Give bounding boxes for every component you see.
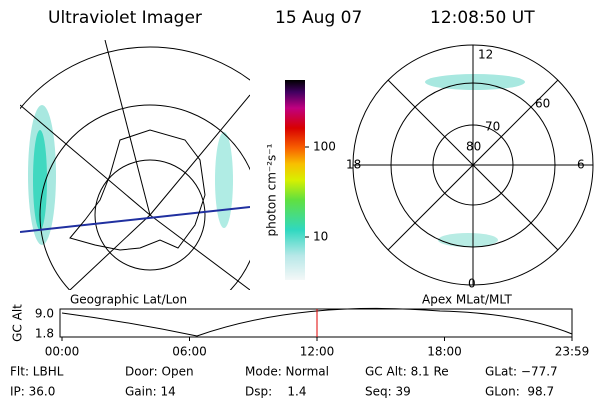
lat-circle	[39, 104, 250, 290]
info-field: Dsp: 1.4	[245, 385, 307, 399]
info-field: Gain: 14	[125, 385, 176, 399]
mlt-label: 18	[346, 158, 361, 172]
lon-line	[149, 214, 250, 290]
info-panel: Flt: LBHL Door: Open Mode: Normal GC Alt: 8…	[10, 365, 558, 399]
lat-circle	[20, 46, 250, 110]
title: Ultraviolet Imager	[48, 8, 202, 28]
y-tick-label: 9.0	[35, 307, 54, 321]
mlt-label: 6	[577, 158, 585, 172]
lon-line	[69, 214, 151, 290]
x-tick-label: 23:59	[555, 345, 590, 359]
x-tick-label: 06:00	[172, 345, 207, 359]
altitude-curve	[61, 307, 573, 337]
time: 12:08:50 UT	[430, 8, 535, 28]
y-axis-label: GC Alt	[11, 304, 25, 342]
colorbar-label: photon cm⁻²s⁻¹	[265, 143, 279, 236]
info-field: GLon: 98.7	[485, 385, 554, 399]
aurora	[438, 233, 498, 247]
info-field: Door: Open	[125, 365, 194, 379]
info-field: Flt: LBHL	[10, 365, 64, 379]
continent	[69, 129, 206, 251]
aurora	[215, 132, 233, 228]
date: 15 Aug 07	[275, 8, 362, 28]
mlt-label: 12	[478, 48, 493, 62]
altitude-frame	[59, 308, 573, 338]
terminator	[20, 206, 250, 233]
x-tick-label: 00:00	[45, 345, 80, 359]
info-field: GC Alt: 8.1 Re	[365, 365, 449, 379]
colorbar-tick: 10	[313, 230, 328, 244]
mlt-line	[387, 79, 559, 251]
x-ticks: 00:00 06:00 12:00 18:00 23:59	[45, 337, 590, 359]
x-tick-label: 12:00	[300, 345, 335, 359]
colorbar	[285, 80, 305, 280]
mlt-label: 0	[468, 277, 476, 291]
info-field: Seq: 39	[365, 385, 411, 399]
lat-label: 80	[466, 140, 481, 154]
panel-label: Geographic Lat/Lon	[70, 293, 187, 307]
lat-label: 70	[485, 120, 500, 134]
panel-label: Apex MLat/MLT	[422, 293, 512, 307]
info-field: Mode: Normal	[245, 365, 329, 379]
lon-line	[149, 94, 250, 216]
magnetic-map	[352, 44, 594, 286]
colorbar-tick: 100	[313, 140, 336, 154]
lon-line	[104, 40, 151, 216]
lon-line	[20, 104, 151, 216]
geographic-map	[20, 40, 250, 290]
info-field: IP: 36.0	[10, 385, 55, 399]
info-field: GLat: −77.7	[485, 365, 558, 379]
y-tick-label: 1.8	[35, 327, 54, 341]
x-tick-label: 18:00	[427, 345, 462, 359]
lat-label: 60	[535, 97, 550, 111]
lat-circle	[94, 159, 206, 271]
aurora	[425, 74, 525, 90]
aurora	[33, 130, 47, 230]
